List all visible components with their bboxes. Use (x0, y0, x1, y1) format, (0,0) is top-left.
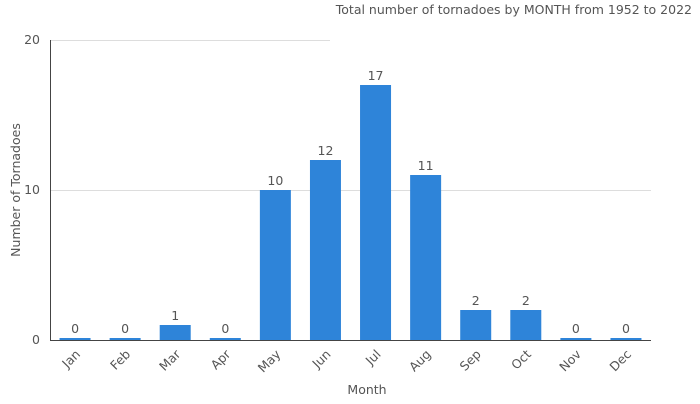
bar-feb (109, 338, 141, 340)
y-tick-labels: 0 10 20 (24, 32, 40, 347)
y-tick-label: 10 (24, 182, 40, 197)
bar-jan (59, 338, 91, 340)
bar-mar (159, 325, 191, 340)
bars (59, 85, 642, 340)
bar-may (259, 190, 291, 340)
bar-jul (360, 85, 392, 340)
x-tick-label: Jul (362, 347, 384, 369)
y-axis-label: Number of Tornadoes (8, 123, 23, 257)
x-tick-label: Apr (208, 346, 235, 373)
data-label: 0 (71, 321, 79, 336)
x-tick-label: Dec (606, 346, 634, 374)
x-tick-label: Nov (556, 346, 584, 374)
data-label: 10 (267, 173, 283, 188)
x-tick-label: May (255, 346, 284, 375)
data-label: 1 (171, 308, 179, 323)
data-label: 0 (221, 321, 229, 336)
y-tick-label: 0 (32, 332, 40, 347)
y-tick-label: 20 (24, 32, 40, 47)
data-label: 0 (622, 321, 630, 336)
bar-oct (510, 310, 542, 340)
data-label: 2 (472, 293, 480, 308)
bar-dec (610, 338, 642, 340)
gridlines (50, 40, 651, 191)
data-label: 2 (522, 293, 530, 308)
bar-aug (410, 175, 442, 340)
data-label: 0 (572, 321, 580, 336)
chart-title: Total number of tornadoes by MONTH from … (335, 2, 692, 17)
x-tick-label: Sep (457, 346, 484, 373)
data-label: 12 (318, 143, 334, 158)
x-tick-label: Aug (406, 347, 434, 375)
bar-jun (309, 160, 341, 340)
x-tick-labels: Jan Feb Mar Apr May Jun Jul Aug Sep Oct Nov Dec (58, 346, 634, 375)
bar-nov (560, 338, 592, 340)
x-tick-label: Jan (58, 347, 83, 372)
bar-sep (460, 310, 492, 340)
x-tick-label: Oct (508, 346, 534, 372)
data-label: 17 (368, 68, 384, 83)
x-tick-label: Mar (156, 346, 184, 374)
x-axis-label: Month (347, 382, 386, 397)
data-label: 0 (121, 321, 129, 336)
data-label: 11 (418, 158, 434, 173)
x-tick-label: Jun (308, 347, 333, 372)
title-background (330, 0, 700, 48)
x-tick-label: Feb (107, 346, 133, 372)
bar-apr (209, 338, 241, 340)
